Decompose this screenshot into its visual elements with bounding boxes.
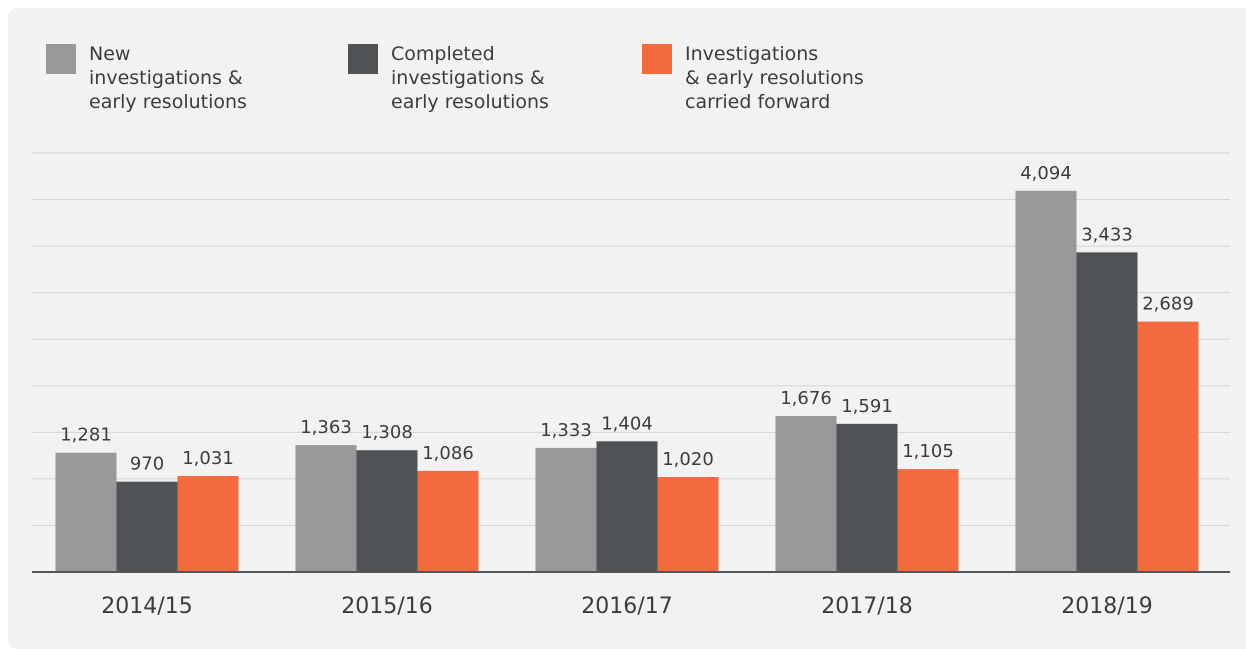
x-tick-label: 2018/19 bbox=[1061, 594, 1152, 619]
bar bbox=[1015, 190, 1077, 573]
bar bbox=[417, 470, 479, 572]
bar bbox=[775, 415, 837, 572]
value-label: 970 bbox=[130, 454, 164, 475]
legend-swatch bbox=[348, 44, 378, 74]
value-label: 1,591 bbox=[841, 396, 893, 417]
legend-label: Investigations & early resolutions carri… bbox=[685, 43, 864, 113]
value-label: 3,433 bbox=[1081, 224, 1133, 245]
bar bbox=[295, 445, 357, 572]
bar bbox=[356, 450, 418, 572]
value-label: 1,281 bbox=[60, 425, 112, 446]
bar bbox=[897, 469, 959, 572]
legend-label: Completed investigations & early resolut… bbox=[391, 43, 549, 113]
legend-item: Investigations & early resolutions carri… bbox=[642, 43, 864, 114]
value-label: 4,094 bbox=[1020, 163, 1072, 184]
legend-item: New investigations & early resolutions bbox=[46, 43, 247, 114]
value-label: 1,031 bbox=[182, 448, 234, 469]
bar bbox=[596, 441, 658, 572]
value-label: 1,333 bbox=[540, 420, 592, 441]
value-label: 1,363 bbox=[300, 417, 352, 438]
legend-swatch bbox=[46, 44, 76, 74]
value-label: 1,105 bbox=[902, 441, 954, 462]
value-label: 1,308 bbox=[361, 422, 413, 443]
bar bbox=[535, 447, 597, 572]
bar bbox=[116, 481, 178, 572]
value-label: 2,689 bbox=[1142, 294, 1194, 315]
value-label: 1,020 bbox=[662, 449, 714, 470]
x-tick-label: 2015/16 bbox=[341, 594, 432, 619]
x-tick-label: 2014/15 bbox=[101, 594, 192, 619]
bar bbox=[657, 477, 719, 572]
x-tick-label: 2017/18 bbox=[821, 594, 912, 619]
value-label: 1,086 bbox=[422, 443, 474, 464]
value-label: 1,404 bbox=[601, 413, 653, 434]
bar bbox=[836, 423, 898, 572]
legend-item: Completed investigations & early resolut… bbox=[348, 43, 549, 114]
legend-swatch bbox=[642, 44, 672, 74]
bar bbox=[1137, 321, 1199, 572]
x-tick-label: 2016/17 bbox=[581, 594, 672, 619]
legend-label: New investigations & early resolutions bbox=[89, 43, 247, 113]
bar bbox=[55, 452, 117, 572]
bar bbox=[1076, 252, 1138, 572]
bar bbox=[177, 476, 239, 572]
value-label: 1,676 bbox=[780, 388, 832, 409]
